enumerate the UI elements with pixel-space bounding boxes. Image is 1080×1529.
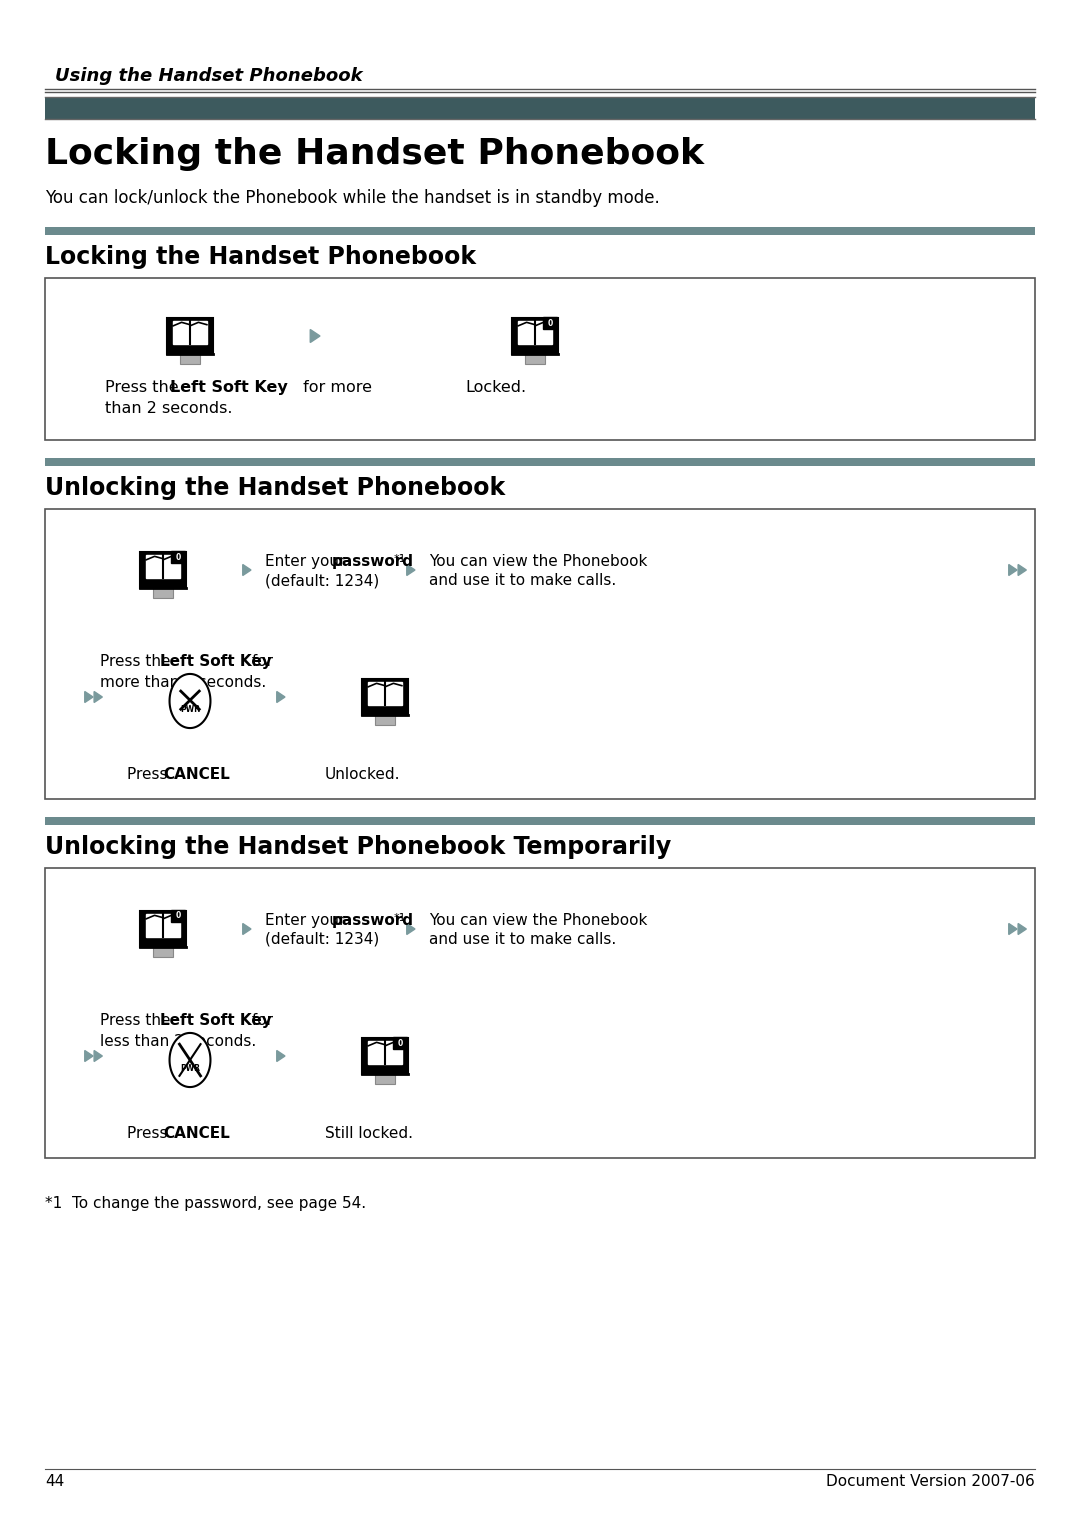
Bar xyxy=(368,1041,402,1064)
Text: *1  To change the password, see page 54.: *1 To change the password, see page 54. xyxy=(45,1196,366,1211)
Text: for: for xyxy=(247,654,273,670)
Bar xyxy=(45,816,1035,826)
Polygon shape xyxy=(84,691,93,702)
Text: for more: for more xyxy=(298,381,372,394)
Text: CANCEL: CANCEL xyxy=(163,768,230,781)
Bar xyxy=(512,318,558,355)
Bar xyxy=(146,555,180,578)
Polygon shape xyxy=(94,1050,103,1061)
Bar xyxy=(139,911,187,946)
Bar xyxy=(153,589,173,598)
Text: 0: 0 xyxy=(397,1038,403,1047)
Polygon shape xyxy=(1009,924,1017,934)
Polygon shape xyxy=(276,1050,285,1061)
Bar xyxy=(518,321,552,344)
Polygon shape xyxy=(1018,924,1026,934)
Bar xyxy=(45,96,1035,119)
Text: Locking the Handset Phonebook: Locking the Handset Phonebook xyxy=(45,138,704,171)
Text: 0: 0 xyxy=(548,318,553,327)
Bar xyxy=(45,509,1035,800)
Text: Unlocked.: Unlocked. xyxy=(325,768,401,781)
Bar xyxy=(45,278,1035,440)
Bar xyxy=(368,682,402,705)
Bar xyxy=(45,868,1035,1157)
Bar xyxy=(362,1038,408,1073)
Text: PWR: PWR xyxy=(180,1064,200,1073)
Text: Left Soft Key: Left Soft Key xyxy=(170,381,287,394)
Bar xyxy=(180,355,200,364)
Text: You can view the Phonebook: You can view the Phonebook xyxy=(429,913,647,928)
Bar xyxy=(172,910,186,922)
Text: (default: 1234): (default: 1234) xyxy=(265,933,379,946)
Bar xyxy=(173,321,207,344)
Bar xyxy=(45,459,1035,466)
Polygon shape xyxy=(84,1050,93,1061)
Text: You can lock/unlock the Phonebook while the handset is in standby mode.: You can lock/unlock the Phonebook while … xyxy=(45,190,660,206)
Text: 0: 0 xyxy=(176,552,181,561)
Bar xyxy=(375,1073,395,1084)
Bar xyxy=(153,946,173,957)
Bar xyxy=(146,914,180,937)
Text: .: . xyxy=(224,1125,229,1141)
Polygon shape xyxy=(170,674,211,728)
Text: PWR: PWR xyxy=(180,705,200,714)
Text: CANCEL: CANCEL xyxy=(163,1125,230,1141)
Text: Document Version 2007-06: Document Version 2007-06 xyxy=(826,1474,1035,1489)
Text: Left Soft Key: Left Soft Key xyxy=(160,654,272,670)
Text: more than 2 seconds.: more than 2 seconds. xyxy=(100,674,267,690)
Text: You can view the Phonebook: You can view the Phonebook xyxy=(429,553,647,569)
Polygon shape xyxy=(407,924,415,934)
Text: Enter your: Enter your xyxy=(265,913,350,928)
Polygon shape xyxy=(243,924,251,934)
Polygon shape xyxy=(407,564,415,575)
Bar xyxy=(393,1037,407,1049)
Text: password: password xyxy=(332,913,414,928)
Text: Enter your: Enter your xyxy=(265,553,350,569)
Bar xyxy=(166,318,214,355)
Polygon shape xyxy=(276,691,285,702)
Polygon shape xyxy=(170,1034,211,1087)
Bar xyxy=(543,317,557,329)
Text: Left Soft Key: Left Soft Key xyxy=(160,1014,272,1027)
Text: and use it to make calls.: and use it to make calls. xyxy=(429,933,617,946)
Text: than 2 seconds.: than 2 seconds. xyxy=(105,401,232,416)
Text: *1: *1 xyxy=(394,913,407,924)
Bar xyxy=(45,226,1035,235)
Polygon shape xyxy=(94,691,103,702)
Text: Press: Press xyxy=(127,768,173,781)
Bar xyxy=(172,550,186,563)
Text: Press the: Press the xyxy=(105,381,184,394)
Text: Press the: Press the xyxy=(100,654,175,670)
Text: Locked.: Locked. xyxy=(465,381,526,394)
Text: Unlocking the Handset Phonebook Temporarily: Unlocking the Handset Phonebook Temporar… xyxy=(45,835,672,859)
Text: Still locked.: Still locked. xyxy=(325,1125,413,1141)
Text: Using the Handset Phonebook: Using the Handset Phonebook xyxy=(55,67,363,86)
Bar xyxy=(139,552,187,589)
Polygon shape xyxy=(243,564,251,575)
Text: 44: 44 xyxy=(45,1474,64,1489)
Bar xyxy=(525,355,545,364)
Polygon shape xyxy=(1009,564,1017,575)
Text: *1: *1 xyxy=(394,553,407,564)
Polygon shape xyxy=(310,330,320,342)
Text: Press: Press xyxy=(127,1125,173,1141)
Text: less than 2 seconds.: less than 2 seconds. xyxy=(100,1034,256,1049)
Text: Unlocking the Handset Phonebook: Unlocking the Handset Phonebook xyxy=(45,476,505,500)
Polygon shape xyxy=(1018,564,1026,575)
Text: 0: 0 xyxy=(176,911,181,920)
Text: for: for xyxy=(247,1014,273,1027)
Text: Locking the Handset Phonebook: Locking the Handset Phonebook xyxy=(45,245,476,269)
Text: Press the: Press the xyxy=(100,1014,175,1027)
Bar xyxy=(362,679,408,716)
Text: and use it to make calls.: and use it to make calls. xyxy=(429,573,617,589)
Text: .: . xyxy=(224,768,229,781)
Text: password: password xyxy=(332,553,414,569)
Text: (default: 1234): (default: 1234) xyxy=(265,573,379,589)
Bar xyxy=(375,716,395,725)
